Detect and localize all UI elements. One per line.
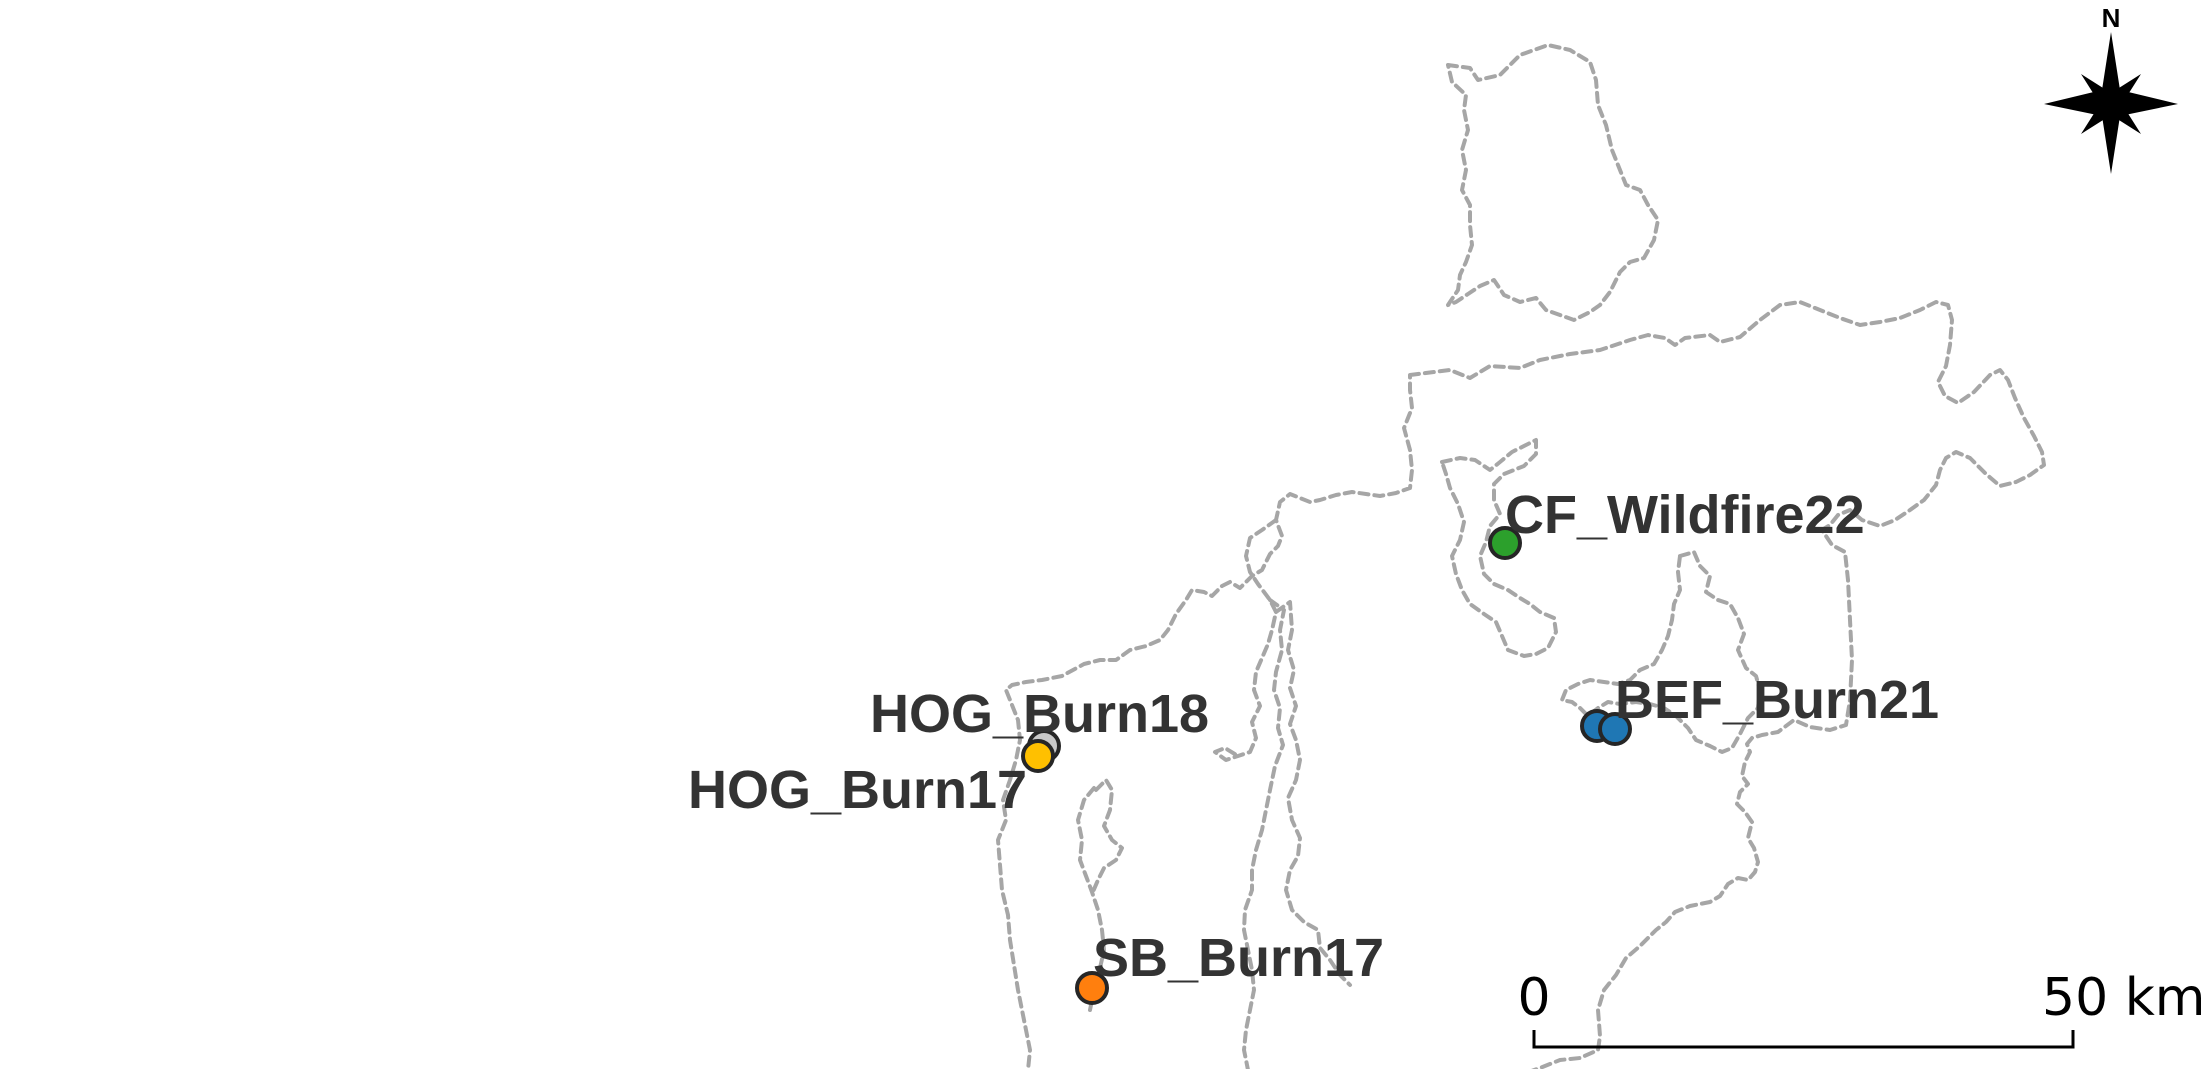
site-marker-hog-burn17[interactable] <box>1021 739 1055 773</box>
boundary-hog-strip <box>1090 778 1124 896</box>
compass-star-diagonal-icon <box>2081 74 2141 134</box>
site-label-sb-burn17: SB_Burn17 <box>1093 928 1384 988</box>
site-marker-cf-wildfire22[interactable] <box>1488 526 1522 560</box>
boundary-layer <box>996 43 2046 1069</box>
boundary-hog-area <box>1076 786 1106 1012</box>
boundary-cf-area <box>1440 438 1558 658</box>
boundary-bef-area <box>1560 550 1762 754</box>
scale-bar-line <box>1532 1030 2075 1049</box>
site-label-bef-burn21: BEF_Burn21 <box>1615 670 1939 730</box>
scale-bar: 0 50 km <box>1517 968 2205 1049</box>
boundary-internal-divide <box>1213 518 1278 762</box>
site-label-cf-wildfire22: CF_Wildfire22 <box>1505 485 1865 545</box>
site-marker-bef-burn21-b[interactable] <box>1598 712 1632 746</box>
boundary-north-lobe <box>1446 43 1660 322</box>
boundary-main-region <box>996 300 2046 1069</box>
boundary-internal-divide-2 <box>1242 598 1286 1069</box>
site-marker-sb-burn17[interactable] <box>1075 971 1109 1005</box>
north-arrow: N <box>2044 3 2178 174</box>
site-label-hog-burn17: HOG_Burn17 <box>688 760 1027 820</box>
scale-bar-end-label: 50 km <box>2042 968 2205 1028</box>
site-label-hog-burn18: HOG_Burn18 <box>870 684 1209 744</box>
scale-bar-start-label: 0 <box>1517 968 1550 1028</box>
boundary-internal-divide-3 <box>1274 600 1352 987</box>
north-label: N <box>2102 3 2121 33</box>
site-layer: CF_Wildfire22 BEF_Burn21 HOG_Burn18 HOG_… <box>688 485 1939 1005</box>
